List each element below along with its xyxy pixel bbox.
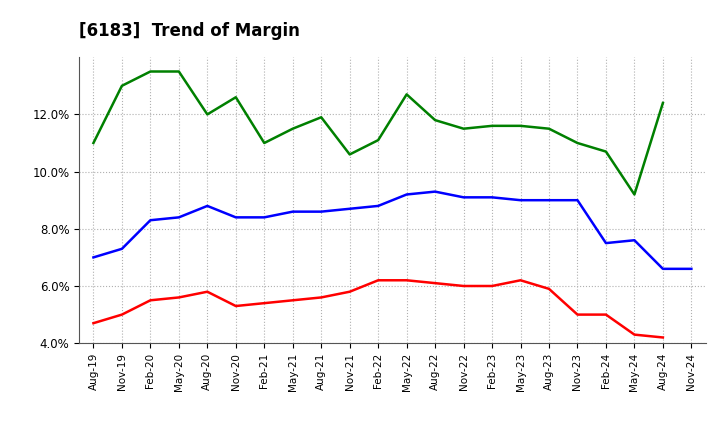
Ordinary Income — [687, 266, 696, 271]
Operating Cashflow — [659, 100, 667, 106]
Net Income — [146, 297, 155, 303]
Operating Cashflow — [117, 83, 126, 88]
Ordinary Income — [117, 246, 126, 251]
Operating Cashflow — [459, 126, 468, 131]
Net Income — [374, 278, 382, 283]
Ordinary Income — [374, 203, 382, 209]
Operating Cashflow — [402, 92, 411, 97]
Ordinary Income — [659, 266, 667, 271]
Net Income — [487, 283, 496, 289]
Ordinary Income — [89, 255, 98, 260]
Operating Cashflow — [573, 140, 582, 146]
Ordinary Income — [459, 194, 468, 200]
Line: Ordinary Income: Ordinary Income — [94, 191, 691, 269]
Ordinary Income — [402, 192, 411, 197]
Operating Cashflow — [232, 95, 240, 100]
Operating Cashflow — [487, 123, 496, 128]
Ordinary Income — [174, 215, 183, 220]
Operating Cashflow — [374, 137, 382, 143]
Net Income — [630, 332, 639, 337]
Ordinary Income — [146, 217, 155, 223]
Operating Cashflow — [431, 117, 439, 123]
Net Income — [289, 297, 297, 303]
Net Income — [659, 335, 667, 340]
Net Income — [602, 312, 611, 317]
Ordinary Income — [545, 198, 554, 203]
Ordinary Income — [289, 209, 297, 214]
Net Income — [346, 289, 354, 294]
Operating Cashflow — [174, 69, 183, 74]
Operating Cashflow — [545, 126, 554, 131]
Ordinary Income — [602, 240, 611, 246]
Ordinary Income — [630, 238, 639, 243]
Net Income — [459, 283, 468, 289]
Operating Cashflow — [203, 112, 212, 117]
Ordinary Income — [487, 194, 496, 200]
Line: Net Income: Net Income — [94, 280, 663, 337]
Line: Operating Cashflow: Operating Cashflow — [94, 71, 663, 194]
Operating Cashflow — [317, 114, 325, 120]
Operating Cashflow — [602, 149, 611, 154]
Ordinary Income — [431, 189, 439, 194]
Text: [6183]  Trend of Margin: [6183] Trend of Margin — [79, 22, 300, 40]
Ordinary Income — [203, 203, 212, 209]
Ordinary Income — [346, 206, 354, 211]
Operating Cashflow — [89, 140, 98, 146]
Operating Cashflow — [146, 69, 155, 74]
Net Income — [232, 304, 240, 309]
Operating Cashflow — [346, 152, 354, 157]
Ordinary Income — [317, 209, 325, 214]
Net Income — [573, 312, 582, 317]
Operating Cashflow — [516, 123, 525, 128]
Ordinary Income — [232, 215, 240, 220]
Operating Cashflow — [260, 140, 269, 146]
Net Income — [203, 289, 212, 294]
Ordinary Income — [260, 215, 269, 220]
Net Income — [260, 301, 269, 306]
Operating Cashflow — [630, 192, 639, 197]
Ordinary Income — [573, 198, 582, 203]
Net Income — [545, 286, 554, 291]
Net Income — [402, 278, 411, 283]
Net Income — [117, 312, 126, 317]
Net Income — [174, 295, 183, 300]
Operating Cashflow — [289, 126, 297, 131]
Net Income — [431, 281, 439, 286]
Net Income — [317, 295, 325, 300]
Ordinary Income — [516, 198, 525, 203]
Net Income — [516, 278, 525, 283]
Net Income — [89, 320, 98, 326]
